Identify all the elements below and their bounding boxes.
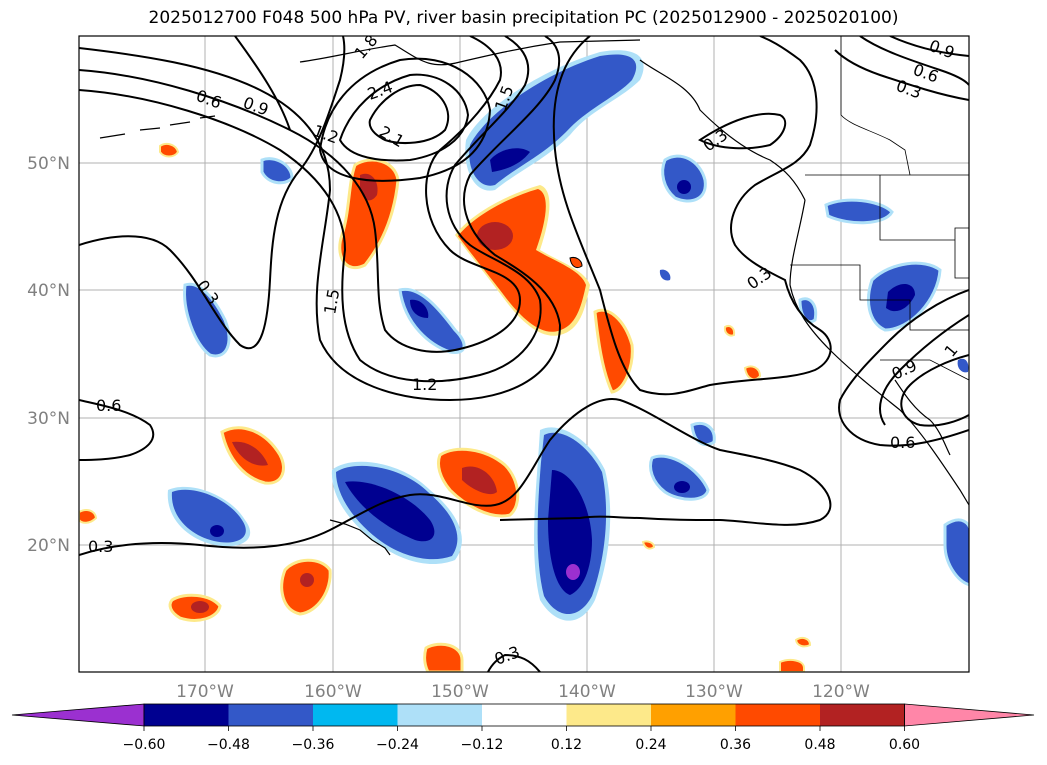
- lon-label-140w: 140°W: [558, 682, 616, 702]
- colorbar-segment: [144, 704, 229, 726]
- colorbar-tick-label: −0.36: [292, 737, 335, 753]
- colorbar-segment: [820, 704, 905, 726]
- lat-label-20n: 20°N: [27, 536, 70, 556]
- colorbar-tick-label: −0.60: [123, 737, 166, 753]
- positive-anomaly-areas: [79, 143, 812, 672]
- lon-label-130w: 130°W: [685, 682, 743, 702]
- colorbar-segment: [228, 704, 313, 726]
- colorbar-tick-label: 0.36: [720, 737, 751, 753]
- contour-label: 2.1: [376, 122, 408, 151]
- lat-label-30n: 30°N: [27, 409, 70, 429]
- contour-label: 0.6: [890, 433, 915, 452]
- longitude-labels: 170°W 160°W 150°W 140°W 130°W 120°W: [176, 682, 870, 702]
- latitude-labels: 50°N 40°N 30°N 20°N: [27, 154, 70, 556]
- colorbar-tick-label: 0.48: [804, 737, 835, 753]
- colorbar-segment: [482, 704, 567, 726]
- lat-label-50n: 50°N: [27, 154, 70, 174]
- pv-contours: [79, 36, 969, 672]
- contour-label: 0.9: [241, 93, 271, 120]
- contour-label: 0.3: [88, 537, 113, 556]
- colorbar-extend-high: [904, 703, 1035, 727]
- contour-label: 1.2: [412, 375, 437, 394]
- contour-label: 0.3: [492, 642, 522, 669]
- figure-title: 2025012700 F048 500 hPa PV, river basin …: [148, 8, 899, 28]
- colorbar-tick-label: 0.60: [889, 737, 920, 753]
- colorbar-tick-label: 0.24: [635, 737, 666, 753]
- map-frame: [78, 35, 970, 673]
- colorbar-segment: [313, 704, 398, 726]
- colorbar-tick-label: −0.24: [376, 737, 419, 753]
- colorbar-frame: [143, 703, 905, 727]
- lon-label-160w: 160°W: [304, 682, 362, 702]
- colorbar-segment: [566, 704, 651, 726]
- contour-label: 0.9: [927, 36, 957, 63]
- colorbar-segment: [735, 704, 820, 726]
- lat-label-40n: 40°N: [27, 281, 70, 301]
- contour-label: 0.6: [96, 396, 121, 415]
- colorbar-tick-label: 0.12: [551, 737, 582, 753]
- borders: [790, 36, 969, 381]
- contour-label: 2.4: [365, 77, 395, 104]
- colorbar-tick-label: −0.12: [461, 737, 504, 753]
- colorbar-extend-low: [11, 703, 145, 727]
- contour-label: 0.3: [743, 263, 775, 293]
- contour-label: 1.5: [320, 287, 343, 315]
- contour-label: 0.3: [699, 125, 731, 155]
- colorbar: −0.60 −0.48 −0.36 −0.24 −0.12 0.12 0.24 …: [11, 703, 1035, 753]
- map-plot-area: 1.8 2.4 2.1 1.5 1.2 0.6 0.9 0.3 1.5 1.2 …: [79, 36, 969, 672]
- contour-label: 0.6: [194, 86, 224, 113]
- colorbar-segment: [397, 704, 482, 726]
- colorbar-tick-label: −0.48: [207, 737, 250, 753]
- lon-label-150w: 150°W: [431, 682, 489, 702]
- negative-anomaly-areas: [167, 50, 969, 621]
- lon-label-170w: 170°W: [176, 682, 234, 702]
- lon-label-120w: 120°W: [812, 682, 870, 702]
- colorbar-segment: [651, 704, 736, 726]
